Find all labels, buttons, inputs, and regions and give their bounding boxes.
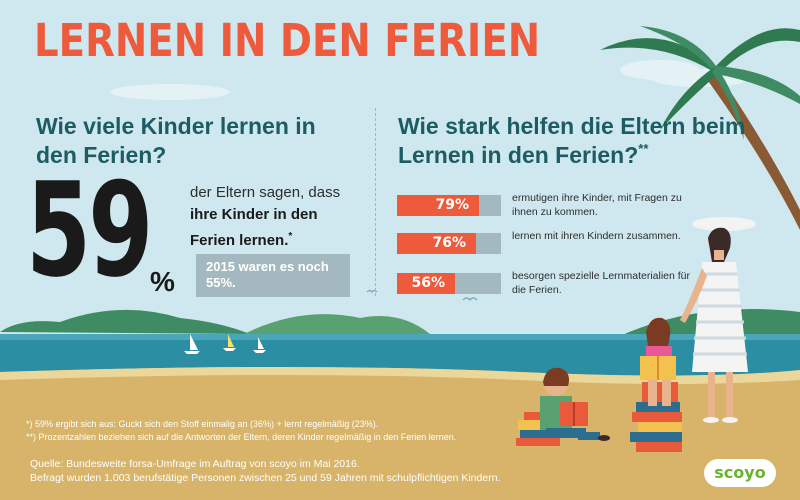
bar-category-label: lernen mit ihren Kindern zusammen.	[512, 230, 681, 242]
island-left	[0, 309, 250, 334]
sailboat	[223, 334, 236, 351]
right-question-mark: **	[638, 141, 649, 156]
scoyo-logo: scoyo	[704, 459, 776, 487]
left-question: Wie viele Kinder lernen in den Ferien?	[36, 113, 316, 168]
bar-track: 76%	[397, 233, 501, 254]
bar-value-label: 56%	[411, 275, 445, 291]
statement-footnote-mark: *	[288, 231, 293, 242]
footnote-2: **) Prozentzahlen beziehen sich auf die …	[26, 432, 457, 442]
palm-tree	[600, 26, 800, 230]
note-2015: 2015 waren es noch 55%.	[196, 254, 350, 297]
cloud	[110, 84, 230, 100]
big-number-unit: %	[150, 266, 175, 297]
bar	[397, 233, 476, 254]
page-title: LERNEN IN DEN FERIEN	[34, 14, 541, 67]
source-line-2: Befragt wurden 1.003 berufstätige Person…	[30, 472, 501, 484]
statement-bold-text: ihre Kinder in den Ferien lernen.	[190, 206, 318, 249]
bar	[397, 195, 479, 216]
bar	[397, 273, 455, 294]
island-right	[240, 314, 430, 336]
bird	[462, 297, 478, 301]
right-question: Wie stark helfen die Eltern beim Lernen …	[398, 112, 798, 173]
sailboat	[184, 334, 200, 354]
section-divider	[375, 108, 376, 296]
sailboat	[253, 337, 266, 353]
beach-sand	[0, 367, 800, 500]
source-line-1: Quelle: Bundesweite forsa-Umfrage im Auf…	[30, 458, 360, 470]
statement-bold: ihre Kinder in den Ferien lernen.*	[190, 204, 365, 252]
statement-line: der Eltern sagen, dass	[190, 184, 341, 201]
survey-statement: der Eltern sagen, dass ihre Kinder in de…	[190, 182, 365, 252]
bar-track: 79%	[397, 195, 501, 216]
bar-value-label: 76%	[432, 235, 466, 251]
woman-figure	[680, 217, 756, 423]
bar-track: 56%	[397, 273, 501, 294]
bar-category-label: ermutigen ihre Kinder, mit Fragen zu ihn…	[512, 192, 682, 218]
right-question-text: Wie stark helfen die Eltern beim Lernen …	[398, 113, 746, 168]
big-number: 59	[26, 154, 153, 306]
bar-value-label: 79%	[435, 197, 469, 213]
bar-category-label: besorgen spezielle Lernmaterialien für d…	[512, 270, 691, 296]
footnote-1: *) 59% ergibt sich aus: Guckt sich den S…	[26, 419, 379, 429]
boy-with-book	[516, 367, 610, 446]
girl-on-books	[630, 317, 682, 452]
